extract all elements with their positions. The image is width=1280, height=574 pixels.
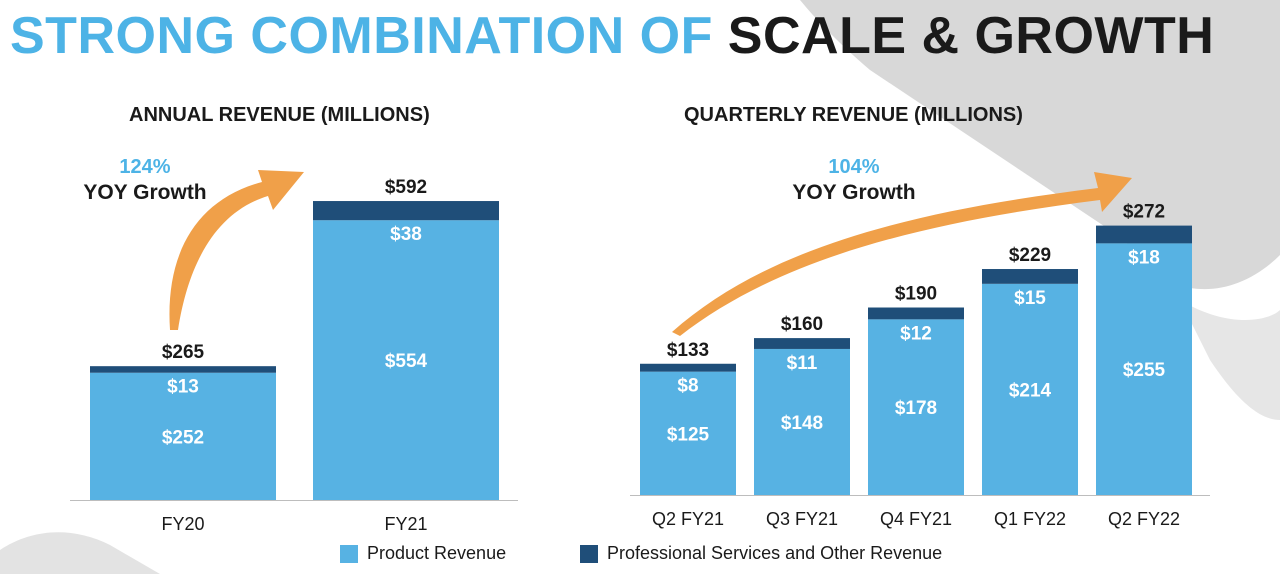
data-label-total: $190 <box>895 284 937 305</box>
data-label-product: $125 <box>667 424 710 445</box>
data-label-services: $12 <box>900 323 932 344</box>
bar-product-fy20 <box>90 372 276 500</box>
bar-product-q1-fy22 <box>982 283 1078 495</box>
data-label-total: $592 <box>385 177 427 198</box>
x-tick-label: Q1 FY22 <box>994 509 1066 529</box>
bar-services-fy21 <box>313 201 499 221</box>
x-tick-label: Q4 FY21 <box>880 509 952 529</box>
x-tick-label: FY21 <box>384 514 427 534</box>
data-label-total: $272 <box>1123 202 1165 223</box>
x-tick-label: Q2 FY21 <box>652 509 724 529</box>
bar-product-q2-fy21 <box>640 371 736 495</box>
quarterly-chart-subtitle: QUARTERLY REVENUE (MILLIONS) <box>684 104 1023 126</box>
growth-arrows <box>169 170 1132 336</box>
page-title: STRONG COMBINATION OF SCALE & GROWTH <box>10 4 1214 68</box>
bar-services-q3-fy21 <box>754 338 850 349</box>
bar-product-q4-fy21 <box>868 319 964 495</box>
x-tick-label: Q3 FY21 <box>766 509 838 529</box>
legend-services-swatch <box>580 544 598 563</box>
bar-services-q2-fy21 <box>640 363 736 372</box>
annual-growth-callout: 124% YOY Growth <box>80 154 210 206</box>
annual-growth-arrow <box>169 170 304 330</box>
gray-corner-shape <box>0 532 160 574</box>
gray-swoosh-shape <box>800 0 1280 290</box>
legend-product: Product Revenue <box>340 543 506 564</box>
quarterly-growth-label: YOY Growth <box>792 181 916 204</box>
data-label-total: $133 <box>667 340 709 361</box>
annual-chart-subtitle: ANNUAL REVENUE (MILLIONS) <box>129 104 430 126</box>
bar-product-fy21 <box>313 220 499 501</box>
data-label-services: $38 <box>390 224 422 245</box>
x-tick-label: Q2 FY22 <box>1108 509 1180 529</box>
data-label-total: $160 <box>781 314 823 335</box>
title-part-1: STRONG COMBINATION OF <box>10 7 713 65</box>
quarterly-revenue-chart: $125 $8 $133 Q2 FY21 $148 $11 $160 Q3 FY21 $178 $… <box>630 202 1210 529</box>
bar-services-q2-fy22 <box>1096 225 1192 244</box>
data-label-product: $255 <box>1123 360 1166 381</box>
bar-services-fy20 <box>90 366 276 373</box>
data-label-services: $13 <box>167 377 199 398</box>
legend-services-label: Professional Services and Other Revenue <box>607 543 943 563</box>
data-label-product: $148 <box>781 413 823 434</box>
x-tick-label: FY20 <box>161 514 204 534</box>
data-label-product: $214 <box>1009 380 1052 401</box>
annual-growth-percent: 124% <box>119 156 171 178</box>
data-label-product: $554 <box>385 351 428 372</box>
legend-services: Professional Services and Other Revenue <box>580 543 942 564</box>
data-label-services: $18 <box>1128 247 1160 268</box>
legend-product-swatch <box>340 544 358 563</box>
quarterly-growth-callout: 104% YOY Growth <box>788 154 920 206</box>
data-label-total: $229 <box>1009 245 1051 266</box>
annual-revenue-chart: $252 $13 $265 FY20 $554 $38 $592 FY21 <box>70 177 518 534</box>
data-label-services: $8 <box>677 376 698 397</box>
data-label-product: $252 <box>162 427 204 448</box>
gray-swoosh-lower <box>1180 300 1280 420</box>
bar-product-q3-fy21 <box>754 348 850 495</box>
quarterly-growth-percent: 104% <box>828 156 880 178</box>
title-part-2: SCALE & GROWTH <box>727 7 1215 65</box>
bar-product-q2-fy22 <box>1096 243 1192 495</box>
annual-growth-label: YOY Growth <box>83 181 207 204</box>
bar-services-q4-fy21 <box>868 307 964 320</box>
data-label-services: $11 <box>787 353 818 374</box>
legend-product-label: Product Revenue <box>367 543 507 563</box>
bar-services-q1-fy22 <box>982 269 1078 284</box>
data-label-product: $178 <box>895 398 937 419</box>
data-label-total: $265 <box>162 342 205 363</box>
data-label-services: $15 <box>1014 288 1046 309</box>
